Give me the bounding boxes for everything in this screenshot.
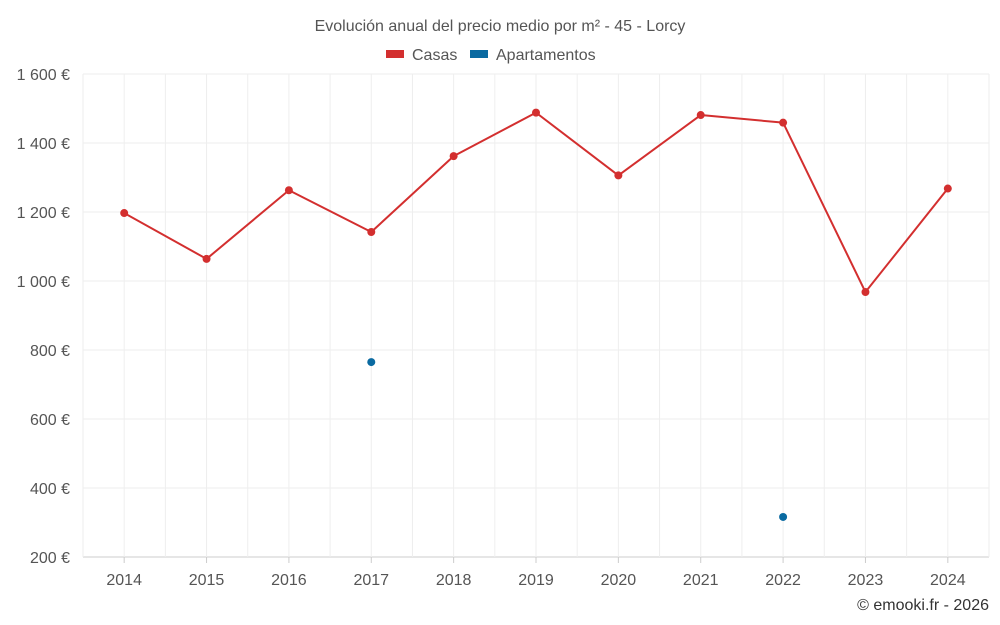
y-axis: 200 € 400 € 600 € 800 € 1 000 € 1 200 € 1 400 … — [17, 67, 70, 567]
x-tick-label-2016: 2016 — [271, 572, 307, 589]
point-casas-2022[interactable] — [779, 118, 788, 127]
x-tick-label-2017: 2017 — [353, 572, 389, 589]
legend-label-apartamentos: Apartamentos — [496, 47, 596, 64]
x-tick-label-2023: 2023 — [848, 572, 884, 589]
point-apartamentos-2017[interactable] — [367, 358, 376, 367]
x-tick-label-2018: 2018 — [436, 572, 472, 589]
legend-item-casas[interactable]: Casas — [386, 47, 457, 64]
point-casas-2015[interactable] — [202, 254, 211, 263]
x-tick-label-2019: 2019 — [518, 572, 554, 589]
y-tick-label: 1 000 € — [17, 274, 70, 291]
series-casas — [120, 108, 952, 297]
point-casas-2020[interactable] — [614, 171, 623, 180]
y-tick-label: 400 € — [30, 481, 70, 498]
series-apartamentos — [367, 358, 788, 521]
legend: Casas Apartamentos — [386, 47, 596, 64]
y-tick-label: 1 400 € — [17, 136, 70, 153]
chart-title: Evolución anual del precio medio por m² … — [315, 18, 686, 35]
series — [120, 108, 952, 521]
point-apartamentos-2022[interactable] — [779, 512, 788, 521]
legend-swatch-casas — [386, 50, 404, 58]
legend-item-apartamentos[interactable]: Apartamentos — [470, 47, 596, 64]
point-casas-2024[interactable] — [943, 184, 952, 193]
y-tick-label: 800 € — [30, 343, 70, 360]
x-tick-label-2021: 2021 — [683, 572, 719, 589]
legend-label-casas: Casas — [412, 47, 457, 64]
point-casas-2018[interactable] — [449, 152, 458, 161]
credit-text: © emooki.fr - 2026 — [857, 597, 989, 614]
y-tick-label: 600 € — [30, 412, 70, 429]
grid — [82, 73, 990, 558]
legend-swatch-apartamentos — [470, 50, 488, 58]
point-casas-2016[interactable] — [284, 186, 293, 195]
point-casas-2023[interactable] — [861, 288, 870, 297]
y-tick-label: 1 200 € — [17, 205, 70, 222]
x-tick-label-2015: 2015 — [189, 572, 225, 589]
point-casas-2014[interactable] — [120, 209, 129, 218]
y-tick-label: 200 € — [30, 550, 70, 567]
x-axis: 2014 2015 2016 2017 2018 2019 2020 2021 2022 2023… — [106, 557, 966, 589]
x-tick-label-2022: 2022 — [765, 572, 801, 589]
point-casas-2019[interactable] — [532, 108, 540, 117]
point-casas-2017[interactable] — [367, 228, 376, 237]
point-casas-2021[interactable] — [696, 111, 705, 120]
y-tick-label: 1 600 € — [17, 67, 70, 84]
x-tick-label-2014: 2014 — [106, 572, 142, 589]
x-tick-label-2024: 2024 — [930, 572, 966, 589]
x-tick-label-2020: 2020 — [601, 572, 637, 589]
